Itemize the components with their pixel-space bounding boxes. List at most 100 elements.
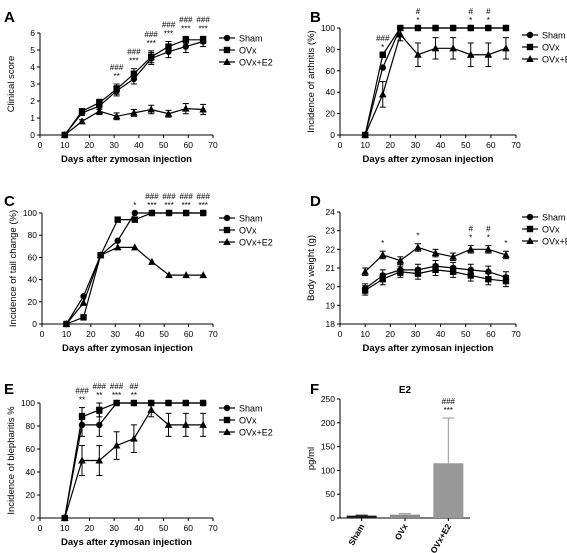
data-point — [96, 251, 105, 259]
data-point — [62, 320, 71, 327]
x-tick-label: 70 — [208, 329, 218, 339]
data-point — [182, 209, 190, 217]
significance-label: * — [416, 16, 419, 25]
data-point — [449, 24, 457, 32]
y-tick-label: 100 — [321, 465, 335, 475]
significance-label: ** — [96, 391, 102, 400]
legend-label: OVx — [542, 225, 560, 235]
x-tick-label: Sham — [346, 522, 366, 547]
series-sham — [63, 209, 207, 328]
panel-letter: D — [310, 193, 321, 210]
data-point — [432, 266, 439, 274]
significance-label: ### — [196, 15, 210, 24]
data-point — [396, 256, 405, 264]
series-ovx-e2 — [60, 103, 207, 138]
data-point — [199, 36, 207, 43]
y-tick-label: 20 — [28, 297, 38, 307]
significance-label: ### — [179, 192, 193, 201]
series-ovx-e2 — [62, 243, 208, 327]
significance-label: # — [486, 225, 491, 234]
data-point — [449, 252, 457, 260]
x-tick-label: 30 — [411, 329, 421, 339]
x-tick-label: 40 — [134, 140, 144, 150]
data-point — [414, 24, 422, 32]
data-point — [431, 249, 440, 257]
data-point — [60, 514, 69, 521]
data-point — [78, 117, 86, 125]
legend-label: Sham — [239, 404, 263, 414]
data-point — [379, 51, 386, 58]
data-point — [502, 24, 510, 32]
x-tick-label: 0 — [38, 140, 43, 150]
data-point — [397, 268, 404, 275]
significance-label: ### — [75, 387, 89, 396]
data-point — [130, 399, 138, 407]
significance-label: *** — [112, 391, 121, 400]
y-axis-label: pg/ml — [306, 447, 317, 470]
data-point — [96, 421, 103, 429]
legend-marker — [526, 31, 534, 39]
data-point — [361, 287, 369, 294]
x-tick-label: 10 — [62, 329, 72, 339]
significance-label: ### — [162, 192, 176, 201]
significance-label: ### — [442, 397, 456, 406]
x-tick-label: OVx+E2 — [428, 522, 453, 553]
data-point — [96, 406, 103, 414]
y-tick-label: 20 — [326, 109, 336, 119]
y-tick-label: 4 — [30, 62, 35, 72]
legend: Sham OVx OVx+E2 — [522, 31, 567, 65]
significance-label: * — [469, 234, 472, 243]
significance-label: * — [416, 232, 419, 241]
y-tick-label: 200 — [321, 418, 335, 428]
y-tick-label: 100 — [21, 398, 35, 408]
y-tick-label: 50 — [326, 489, 336, 499]
bar — [390, 514, 420, 518]
significance-label: ### — [162, 21, 176, 30]
significance-label: *** — [444, 406, 453, 415]
panel-f: F 0 50 100 150 200 250 pg/ml E2 Sham OVx OVx+E2 ***#… — [306, 381, 470, 553]
y-tick-label: 150 — [321, 442, 335, 452]
y-axis-label: Clinical score — [6, 56, 17, 113]
data-point — [113, 399, 120, 407]
x-tick-label: 30 — [109, 523, 119, 533]
significance-label: *** — [199, 201, 208, 210]
data-point — [414, 243, 422, 251]
legend-marker — [526, 55, 534, 62]
x-tick-label: 20 — [386, 140, 396, 150]
significance-label: * — [487, 234, 490, 243]
x-axis-label: Days after zymosan injection — [62, 343, 193, 354]
significance-label: ### — [110, 63, 124, 72]
y-tick-label: 60 — [26, 444, 36, 454]
data-point — [484, 245, 493, 253]
significance-label: * — [504, 239, 507, 248]
data-point — [361, 267, 369, 275]
x-tick-label: 60 — [184, 329, 194, 339]
data-point — [467, 272, 474, 279]
data-point — [113, 85, 120, 93]
significance-label: ### — [179, 15, 193, 24]
x-tick-label: 30 — [109, 140, 119, 150]
significance-label: ### — [145, 192, 159, 201]
data-point — [502, 44, 510, 52]
data-point — [130, 434, 138, 442]
significance-label: ** — [131, 391, 137, 400]
y-tick-label: 0 — [330, 513, 335, 523]
data-point — [131, 209, 139, 217]
significance-label: *** — [181, 24, 190, 33]
data-point — [148, 53, 155, 60]
data-point — [113, 243, 122, 251]
data-point — [379, 64, 386, 71]
data-point — [60, 131, 69, 138]
data-point — [165, 271, 173, 279]
legend-marker — [223, 428, 231, 435]
bar — [433, 463, 464, 518]
y-tick-label: 23 — [326, 226, 336, 236]
x-tick-label: 0 — [338, 329, 343, 339]
data-point — [78, 413, 86, 420]
x-tick-label: 40 — [436, 329, 446, 339]
y-tick-label: 0 — [330, 130, 335, 140]
x-tick-label: 10 — [360, 140, 370, 150]
y-tick-label: 19 — [326, 300, 336, 310]
